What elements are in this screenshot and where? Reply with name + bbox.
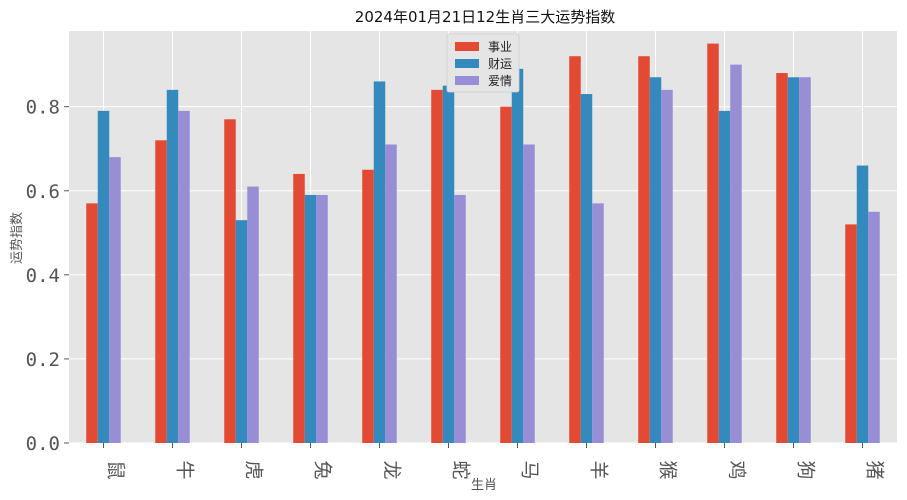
x-tick-label: 马 <box>519 460 541 479</box>
bar-财运-猪 <box>856 165 869 443</box>
x-tick-label: 兔 <box>312 460 334 479</box>
bar-事业-蛇 <box>431 89 443 443</box>
legend-label: 事业 <box>488 40 512 54</box>
bar-事业-兔 <box>293 173 305 443</box>
bar-财运-虎 <box>235 220 248 443</box>
x-axis-ticks: 鼠牛虎兔龙蛇马羊猴鸡狗猪 <box>103 443 886 480</box>
bar-事业-羊 <box>569 56 581 444</box>
bar-财运-蛇 <box>442 85 455 443</box>
x-tick-label: 羊 <box>588 460 610 479</box>
legend-swatch <box>455 76 479 85</box>
bar-爱情-马 <box>523 144 535 444</box>
bar-爱情-龙 <box>385 144 397 444</box>
bar-财运-马 <box>511 68 524 443</box>
chart-title: 2024年01月21日12生肖三大运势指数 <box>355 8 615 26</box>
y-tick-label: 0.4 <box>26 265 60 287</box>
bar-财运-鸡 <box>718 110 731 443</box>
legend-swatch <box>455 42 479 51</box>
bar-财运-狗 <box>787 77 800 443</box>
plot-background <box>69 31 897 443</box>
y-tick-label: 0.0 <box>26 433 60 455</box>
bar-爱情-蛇 <box>454 194 466 443</box>
bar-爱情-猪 <box>868 211 880 443</box>
x-tick-label: 狗 <box>795 460 817 479</box>
bar-爱情-牛 <box>178 110 190 443</box>
x-tick-label: 虎 <box>243 460 265 479</box>
bar-事业-虎 <box>224 119 236 444</box>
bar-爱情-兔 <box>316 194 328 443</box>
bar-财运-羊 <box>580 94 593 444</box>
bar-事业-鸡 <box>707 43 719 443</box>
bar-事业-猴 <box>638 56 650 444</box>
bar-财运-兔 <box>304 194 317 443</box>
y-tick-label: 0.8 <box>26 97 60 119</box>
legend-label: 爱情 <box>488 74 512 88</box>
bar-财运-猴 <box>649 77 662 443</box>
y-tick-label: 0.2 <box>26 349 60 371</box>
x-tick-label: 猪 <box>864 460 886 479</box>
x-tick-label: 龙 <box>381 460 403 479</box>
legend-label: 财运 <box>488 57 512 71</box>
x-tick-label: 鸡 <box>726 460 748 479</box>
x-tick-label: 鼠 <box>105 460 127 479</box>
x-tick-label: 蛇 <box>450 460 472 479</box>
bars <box>86 43 880 444</box>
bar-财运-龙 <box>373 81 386 444</box>
bar-事业-龙 <box>362 169 374 444</box>
legend-swatch <box>455 59 479 68</box>
bar-爱情-虎 <box>247 186 259 443</box>
bar-事业-猪 <box>845 224 857 443</box>
bar-财运-牛 <box>166 89 179 443</box>
bar-爱情-狗 <box>799 77 811 443</box>
bar-爱情-鸡 <box>730 64 742 443</box>
bar-事业-牛 <box>155 140 167 443</box>
bar-事业-马 <box>500 106 512 444</box>
bar-爱情-羊 <box>592 203 604 443</box>
y-tick-label: 0.6 <box>26 181 60 203</box>
bar-事业-狗 <box>776 73 788 443</box>
bar-财运-鼠 <box>97 110 110 443</box>
x-axis-label: 生肖 <box>471 478 497 493</box>
bar-爱情-鼠 <box>109 157 121 444</box>
bar-事业-鼠 <box>86 203 98 443</box>
bar-爱情-猴 <box>661 89 673 443</box>
y-axis-ticks: 0.0 0.2 0.4 0.6 0.8 <box>26 97 69 455</box>
x-tick-label: 猴 <box>657 460 679 479</box>
x-tick-label: 牛 <box>174 460 196 479</box>
y-axis-label: 运势指数 <box>9 212 25 264</box>
